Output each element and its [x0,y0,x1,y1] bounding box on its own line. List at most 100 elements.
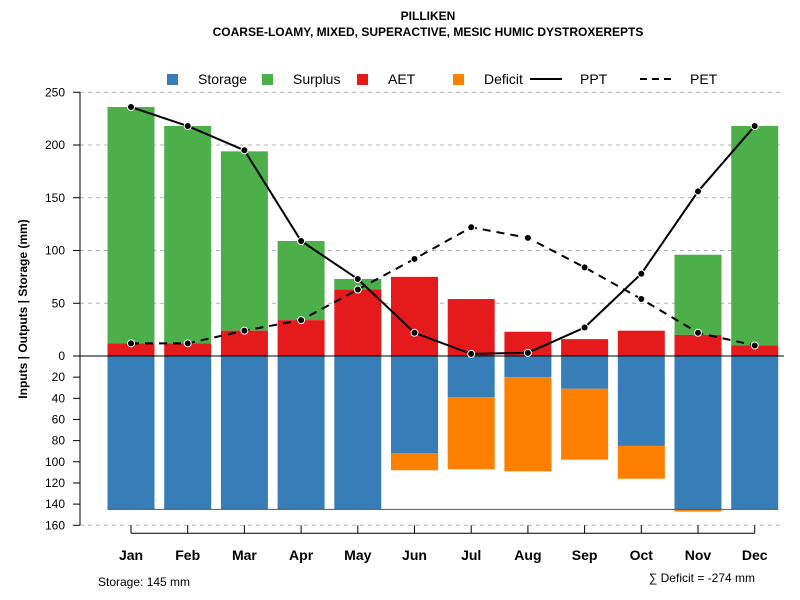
legend-label-aet: AET [388,71,416,87]
aet-bar-apr [277,320,325,356]
ppt-point-apr [297,237,306,246]
x-tick-label-jul: Jul [461,547,481,563]
x-tick-labels: Jan Feb Mar Apr May Jun Jul Aug Sep Oct Nov Dec [119,547,768,563]
y-tick-label: 60 [52,412,66,426]
surplus-bar-feb [164,126,212,344]
pet-point-nov [694,328,702,337]
y-tick-label: 20 [52,370,66,384]
storage-annotation: Storage: 145 mm [98,575,190,589]
surplus-bar-apr [277,241,325,321]
pet-point-may [353,285,362,294]
storage-bar-jul [447,356,495,398]
x-tick-label-apr: Apr [289,547,314,563]
x-tick-label-mar: Mar [232,547,257,563]
pet-point-jan [127,339,135,348]
legend-label-storage: Storage [198,71,247,87]
storage-bar-feb [164,356,212,510]
x-tick-label-may: May [344,547,371,563]
ppt-point-jan [127,103,135,112]
ppt-point-jun [410,328,419,337]
surplus-bar-may [334,278,382,290]
legend-label-ppt: PPT [580,71,608,87]
surplus-bar-nov [674,254,722,335]
pet-point-apr [297,316,306,325]
surplus-bar-dec [731,126,779,346]
storage-bar-jan [107,356,155,510]
y-tick-label: 40 [52,391,66,405]
aet-bar-jul [447,299,495,356]
aet-bar-jan [107,343,155,356]
y-tick-label: 150 [45,191,65,205]
bars-top [107,107,779,356]
y-tick-label: 140 [45,497,65,511]
aet-bar-feb [164,343,212,356]
storage-bar-apr [277,356,325,510]
y-tick-label: 50 [52,296,66,310]
deficit-annotation: ∑ Deficit = -274 mm [649,571,755,585]
pet-point-jul [467,223,476,232]
ppt-point-jul [467,349,476,358]
storage-bar-oct [617,356,665,446]
bars-bottom [107,356,779,512]
legend-swatch-surplus [262,74,273,85]
ppt-point-nov [694,187,702,196]
deficit-bar-jun [391,453,438,471]
surplus-bar-jan [107,107,155,344]
x-tick-label-dec: Dec [742,547,768,563]
ppt-point-dec [750,122,759,131]
ppt-point-sep [580,323,589,332]
chart-subtitle: COARSE-LOAMY, MIXED, SUPERACTIVE, MESIC … [213,25,644,39]
ppt-point-oct [637,269,646,278]
y-tick-label: 0 [58,349,65,363]
deficit-bar-aug [504,377,552,472]
legend-label-pet: PET [690,71,718,87]
surplus-bar-mar [220,151,268,331]
x-tick-label-jun: Jun [402,547,427,563]
deficit-bar-nov [674,509,722,512]
pet-line [131,226,755,347]
y-tick-label: 80 [52,434,66,448]
axes [79,92,784,534]
ppt-point-mar [240,146,249,155]
x-tick-label-nov: Nov [685,547,712,563]
deficit-bar-jul [447,397,495,470]
x-tick-label-feb: Feb [175,547,200,563]
x-tick-label-sep: Sep [572,547,598,563]
pet-point-sep [580,263,589,272]
storage-bar-mar [220,356,268,510]
storage-bar-aug [504,356,552,378]
storage-bar-nov [674,356,722,510]
legend-swatch-aet [357,74,368,85]
y-tick-label: 250 [45,85,65,99]
pet-point-jun [410,254,419,263]
storage-bar-jun [391,356,438,454]
x-tick-label-jan: Jan [119,547,143,563]
chart-title: PILLIKEN [401,9,456,23]
pet-point-aug [523,233,532,242]
ppt-point-feb [183,122,192,131]
storage-bar-may [334,356,382,510]
series-lines [127,103,759,358]
storage-bar-dec [731,356,779,510]
y-tick-label: 100 [45,455,65,469]
pet-point-dec [750,341,759,350]
pet-point-mar [240,326,249,335]
y-tick-label: 160 [45,518,65,532]
aet-bar-may [334,289,382,356]
y-tick-label: 100 [45,244,65,258]
pet-point-feb [183,339,192,348]
legend-swatch-storage [167,74,178,85]
x-tick-label-oct: Oct [630,547,654,563]
y-tick-label: 120 [45,476,65,490]
x-tick-label-aug: Aug [514,547,541,563]
legend-label-surplus: Surplus [293,71,340,87]
legend-label-deficit: Deficit [484,71,523,87]
y-tick-label: 200 [45,138,65,152]
y-axis-label: Inputs | Outputs | Storage (mm) [16,219,30,398]
aet-bar-dec [731,345,779,356]
aet-bar-oct [617,330,665,356]
deficit-bar-oct [617,445,665,479]
aet-bar-sep [561,339,609,356]
ppt-line [130,106,756,355]
